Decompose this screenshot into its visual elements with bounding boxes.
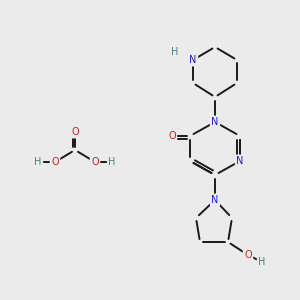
Text: H: H: [108, 157, 116, 167]
Text: H: H: [34, 157, 42, 167]
Text: N: N: [236, 156, 244, 166]
Text: N: N: [211, 195, 219, 205]
Text: N: N: [211, 117, 219, 127]
Text: O: O: [244, 250, 252, 260]
Text: O: O: [71, 127, 79, 137]
Text: N: N: [189, 55, 197, 65]
Text: O: O: [51, 157, 59, 167]
Text: O: O: [91, 157, 99, 167]
Text: H: H: [171, 47, 179, 57]
Text: O: O: [168, 131, 176, 141]
Text: H: H: [258, 257, 266, 267]
